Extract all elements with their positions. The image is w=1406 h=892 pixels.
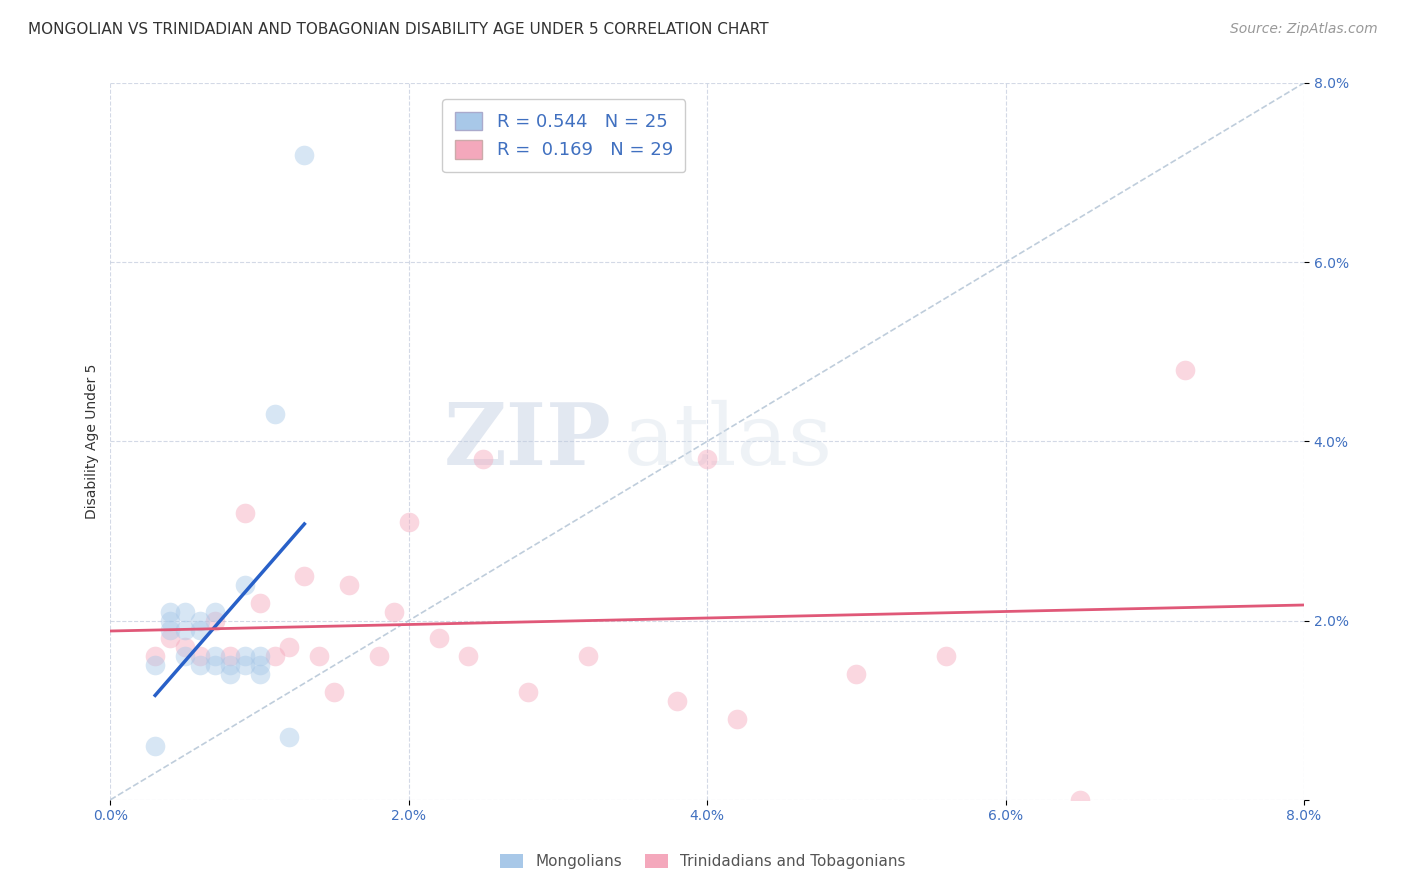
Point	[472, 452, 495, 467]
Point	[174, 623, 197, 637]
Legend: R = 0.544   N = 25, R =  0.169   N = 29: R = 0.544 N = 25, R = 0.169 N = 29	[443, 99, 686, 172]
Point	[174, 649, 197, 664]
Point	[292, 147, 315, 161]
Text: Source: ZipAtlas.com: Source: ZipAtlas.com	[1230, 22, 1378, 37]
Point	[159, 614, 181, 628]
Point	[368, 649, 391, 664]
Point	[263, 408, 285, 422]
Text: MONGOLIAN VS TRINIDADIAN AND TOBAGONIAN DISABILITY AGE UNDER 5 CORRELATION CHART: MONGOLIAN VS TRINIDADIAN AND TOBAGONIAN …	[28, 22, 769, 37]
Point	[143, 649, 166, 664]
Text: ZIP: ZIP	[444, 400, 612, 483]
Point	[337, 578, 360, 592]
Point	[249, 649, 271, 664]
Point	[323, 685, 346, 699]
Point	[188, 658, 211, 673]
Point	[233, 506, 256, 520]
Text: atlas: atlas	[624, 400, 832, 483]
Point	[249, 667, 271, 681]
Point	[278, 730, 301, 744]
Point	[174, 640, 197, 655]
Legend: Mongolians, Trinidadians and Tobagonians: Mongolians, Trinidadians and Tobagonians	[494, 847, 912, 875]
Point	[218, 658, 240, 673]
Point	[249, 658, 271, 673]
Point	[398, 515, 420, 529]
Point	[233, 658, 256, 673]
Point	[427, 632, 450, 646]
Point	[382, 605, 405, 619]
Point	[159, 623, 181, 637]
Point	[159, 605, 181, 619]
Point	[249, 596, 271, 610]
Point	[233, 578, 256, 592]
Point	[1069, 793, 1091, 807]
Point	[457, 649, 479, 664]
Y-axis label: Disability Age Under 5: Disability Age Under 5	[86, 364, 100, 519]
Point	[725, 712, 748, 726]
Point	[204, 658, 226, 673]
Point	[204, 649, 226, 664]
Point	[576, 649, 599, 664]
Point	[188, 614, 211, 628]
Point	[935, 649, 957, 664]
Point	[278, 640, 301, 655]
Point	[218, 667, 240, 681]
Point	[143, 658, 166, 673]
Point	[292, 568, 315, 582]
Point	[188, 649, 211, 664]
Point	[666, 694, 689, 708]
Point	[696, 452, 718, 467]
Point	[188, 623, 211, 637]
Point	[1174, 362, 1197, 376]
Point	[159, 632, 181, 646]
Point	[218, 649, 240, 664]
Point	[143, 739, 166, 753]
Point	[845, 667, 868, 681]
Point	[517, 685, 540, 699]
Point	[263, 649, 285, 664]
Point	[233, 649, 256, 664]
Point	[174, 605, 197, 619]
Point	[308, 649, 330, 664]
Point	[204, 614, 226, 628]
Point	[204, 605, 226, 619]
